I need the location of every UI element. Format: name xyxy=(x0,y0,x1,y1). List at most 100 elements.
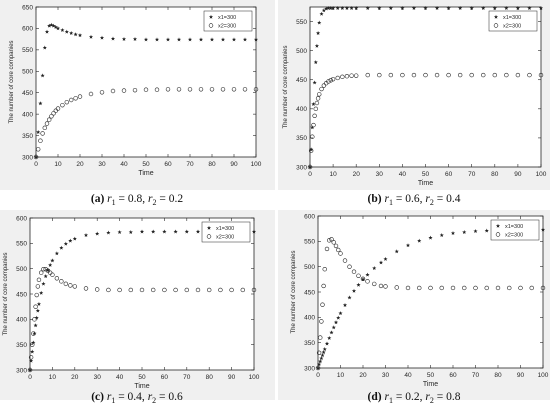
x-tick-label: 80 xyxy=(494,372,502,379)
data-point-circle xyxy=(383,284,388,289)
data-point-star xyxy=(63,241,68,246)
x-tick-label: 40 xyxy=(120,161,128,168)
data-point-star xyxy=(128,229,133,234)
x-axis-label: Time xyxy=(423,381,438,388)
data-point-circle xyxy=(321,83,327,88)
data-point-star xyxy=(319,356,324,361)
data-point-star xyxy=(310,125,315,130)
data-point-circle xyxy=(68,283,73,288)
data-point-star xyxy=(320,353,325,358)
caption-part: r xyxy=(107,391,112,403)
data-point-star xyxy=(77,33,83,38)
caption-part: (a) xyxy=(91,193,105,205)
data-point-star xyxy=(318,359,323,364)
x-tick-label: 0 xyxy=(308,171,312,178)
data-point-circle xyxy=(351,269,357,274)
data-point-circle xyxy=(507,285,512,291)
data-point-circle xyxy=(220,87,226,92)
x-tick-label: 0 xyxy=(34,161,38,168)
caption-part: = 0.8 xyxy=(434,391,461,403)
legend-box xyxy=(488,10,538,32)
data-point-star xyxy=(38,101,43,106)
data-point-star xyxy=(377,5,382,10)
data-point-star xyxy=(314,43,320,48)
x-tick-label: 50 xyxy=(422,171,430,178)
data-point-star xyxy=(473,229,478,233)
data-point-star xyxy=(338,311,343,316)
legend-circle-icon xyxy=(208,23,214,28)
caption-part: = 0.2, xyxy=(393,391,425,403)
y-axis-label: The number of core companies xyxy=(9,40,15,123)
panel-caption: (d) r1 = 0.2, r2 = 0.8 xyxy=(368,391,461,405)
x-tick-label: 100 xyxy=(251,161,262,168)
data-point-star xyxy=(327,335,332,340)
data-point-circle xyxy=(515,72,521,78)
data-point-star xyxy=(317,20,322,25)
data-point-star xyxy=(27,367,33,372)
data-point-circle xyxy=(328,78,333,83)
x-tick-label: 20 xyxy=(359,372,367,379)
caption-part: = 0.8, xyxy=(116,193,148,205)
data-point-star xyxy=(54,251,59,256)
data-point-circle xyxy=(51,111,56,116)
legend-label: x1=300 xyxy=(505,224,523,230)
x-tick-label: 80 xyxy=(206,374,214,381)
data-point-circle xyxy=(218,287,223,293)
x-tick-label: 60 xyxy=(164,161,172,168)
data-point-star xyxy=(321,8,326,13)
data-point-circle xyxy=(428,285,433,291)
data-point-star xyxy=(42,45,47,50)
data-point-circle xyxy=(311,122,316,128)
data-point-star xyxy=(173,229,178,234)
x-tick-label: 40 xyxy=(399,171,407,178)
data-point-star xyxy=(49,22,54,27)
caption-part: 2 xyxy=(152,396,156,405)
data-point-circle xyxy=(44,121,50,126)
data-point-star xyxy=(504,5,509,10)
data-point-star xyxy=(383,256,388,261)
data-point-star xyxy=(405,243,411,248)
data-point-star xyxy=(68,238,73,243)
data-point-circle xyxy=(151,287,156,293)
legend-box xyxy=(201,221,251,243)
data-point-circle xyxy=(132,87,138,93)
data-point-star xyxy=(143,37,149,42)
data-point-star xyxy=(394,249,399,254)
x-tick-label: 20 xyxy=(353,171,361,178)
x-tick-label: 20 xyxy=(76,161,84,168)
series-x2 xyxy=(33,87,259,160)
data-point-circle xyxy=(88,91,94,97)
data-point-circle xyxy=(495,285,501,291)
legend-circle-icon xyxy=(493,23,499,28)
y-tick-label: 450 xyxy=(304,289,315,296)
data-point-star xyxy=(356,282,361,287)
data-point-star xyxy=(388,5,393,10)
data-point-star xyxy=(378,260,384,265)
data-point-circle xyxy=(60,102,65,108)
x-tick-label: 0 xyxy=(28,374,32,381)
legend-label: x2=300 xyxy=(216,235,234,241)
legend-label: x2=300 xyxy=(505,233,523,239)
x-tick-label: 30 xyxy=(94,374,102,381)
data-point-star xyxy=(349,5,354,10)
data-point-star xyxy=(328,5,333,10)
data-point-star xyxy=(33,154,39,159)
data-point-circle xyxy=(35,147,41,152)
legend-circle-icon xyxy=(206,234,212,239)
data-point-circle xyxy=(32,317,37,322)
data-point-star xyxy=(47,23,52,28)
x-tick-label: 100 xyxy=(249,374,260,381)
data-point-circle xyxy=(326,79,331,84)
data-point-circle xyxy=(423,72,428,78)
data-point-star xyxy=(319,11,324,16)
data-point-star xyxy=(187,37,193,42)
x-tick-label: 30 xyxy=(382,372,390,379)
data-point-star xyxy=(515,5,520,10)
legend-star-icon xyxy=(206,225,212,230)
data-point-circle xyxy=(342,258,348,263)
data-point-circle xyxy=(338,251,343,256)
x-tick-label: 90 xyxy=(517,372,525,379)
data-point-star xyxy=(315,365,321,370)
data-point-circle xyxy=(229,287,234,293)
data-point-circle xyxy=(35,284,41,289)
